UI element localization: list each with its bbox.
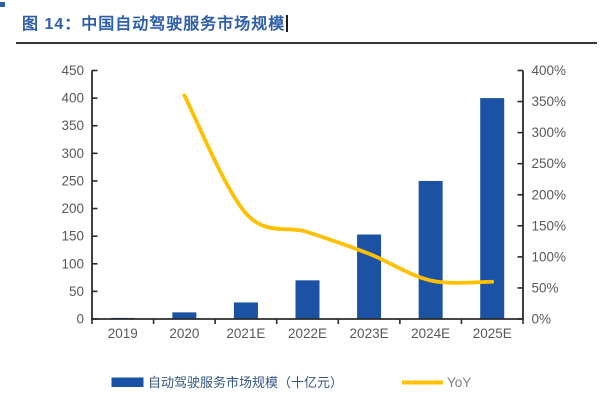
bar-2022E bbox=[295, 280, 320, 319]
right-axis-label: 100% bbox=[532, 249, 567, 264]
bar-2025E bbox=[480, 98, 505, 319]
bar-2024E bbox=[418, 180, 443, 319]
legend-swatch-bar bbox=[111, 377, 144, 387]
left-axis-label: 100 bbox=[61, 256, 84, 271]
yoy-line bbox=[182, 93, 495, 285]
legend-label-bar: 自动驾驶服务市场规模（十亿元） bbox=[148, 375, 343, 390]
left-axis-label: 200 bbox=[61, 201, 84, 216]
text-cursor bbox=[286, 15, 289, 32]
left-axis-label: 450 bbox=[61, 63, 84, 78]
bar-2021E bbox=[233, 302, 258, 319]
right-axis-label: 350% bbox=[532, 94, 567, 109]
right-axis-label: 400% bbox=[532, 63, 567, 78]
x-axis-label: 2025E bbox=[473, 326, 512, 341]
x-axis-label: 2021E bbox=[226, 326, 265, 341]
title-underline bbox=[16, 42, 597, 44]
legend-label-yoy: YoY bbox=[447, 375, 471, 390]
bar-2023E bbox=[357, 234, 382, 319]
figure-title-text: 图 14：中国自动驾驶服务市场规模 bbox=[22, 16, 286, 33]
right-axis-label: 150% bbox=[532, 218, 567, 233]
corner-mark bbox=[0, 2, 5, 7]
right-axis-label: 50% bbox=[532, 280, 559, 295]
right-axis-label: 300% bbox=[532, 125, 567, 140]
x-axis-label: 2020 bbox=[169, 326, 199, 341]
bar-2020 bbox=[172, 312, 197, 319]
left-axis-label: 350 bbox=[61, 118, 84, 133]
left-axis-label: 250 bbox=[61, 173, 84, 188]
right-axis-label: 0% bbox=[532, 312, 552, 327]
left-axis-label: 50 bbox=[69, 284, 84, 299]
x-axis-label: 2024E bbox=[411, 326, 450, 341]
left-axis-label: 0 bbox=[76, 312, 84, 327]
x-axis-label: 2023E bbox=[350, 326, 389, 341]
left-axis-label: 400 bbox=[61, 91, 84, 106]
right-axis-label: 200% bbox=[532, 187, 567, 202]
right-axis-label: 250% bbox=[532, 156, 567, 171]
x-axis-label: 2022E bbox=[288, 326, 327, 341]
figure-title: 图 14：中国自动驾驶服务市场规模 bbox=[22, 10, 289, 34]
left-axis-label: 300 bbox=[61, 146, 84, 161]
left-axis-label: 150 bbox=[61, 229, 84, 244]
x-axis-label: 2019 bbox=[108, 326, 138, 341]
